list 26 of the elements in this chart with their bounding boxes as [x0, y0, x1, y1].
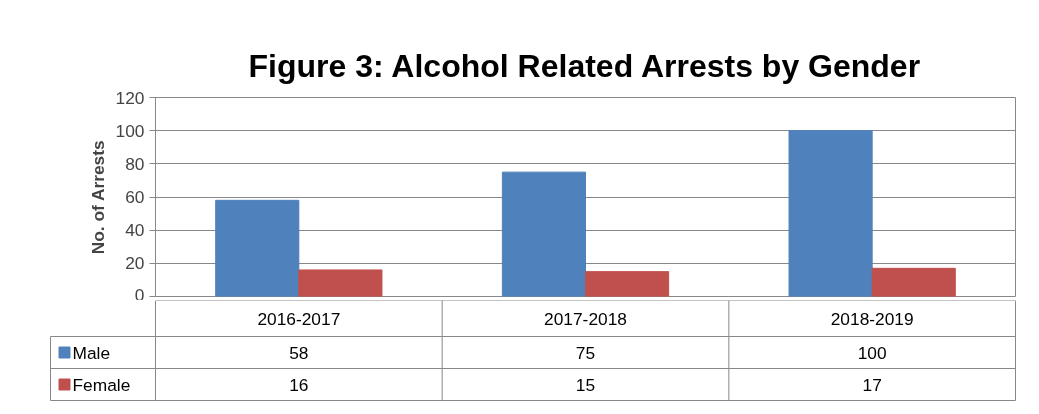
data-label: 17 — [862, 374, 882, 395]
x-tick-label: 2017-2018 — [544, 308, 627, 329]
y-tick-label: 20 — [125, 253, 145, 274]
y-tick-label: 60 — [125, 187, 145, 207]
bar — [585, 271, 670, 297]
data-label: 75 — [575, 342, 596, 363]
y-tick-label: 120 — [115, 87, 145, 108]
data-label: 15 — [575, 374, 596, 395]
bar — [298, 269, 383, 297]
chart-title: Figure 3: Alcohol Related Arrests by Gender — [248, 47, 921, 84]
y-tick-label: 100 — [115, 120, 145, 141]
bar — [215, 199, 300, 297]
legend-label: Female — [72, 374, 131, 395]
bar — [871, 267, 956, 297]
y-tick-label: 80 — [125, 153, 145, 174]
y-tick-label: 0 — [134, 284, 145, 305]
data-label: 16 — [289, 374, 309, 395]
bar — [501, 171, 586, 297]
bar — [788, 130, 873, 297]
data-label: 58 — [289, 342, 309, 363]
legend-label: Male — [72, 342, 111, 363]
data-label: 100 — [857, 342, 887, 363]
y-axis-title: No. of Arrests — [87, 140, 108, 255]
y-tick-label: 40 — [125, 220, 145, 241]
x-tick-label: 2016-2017 — [257, 308, 341, 329]
x-tick-label: 2018-2019 — [830, 308, 914, 329]
